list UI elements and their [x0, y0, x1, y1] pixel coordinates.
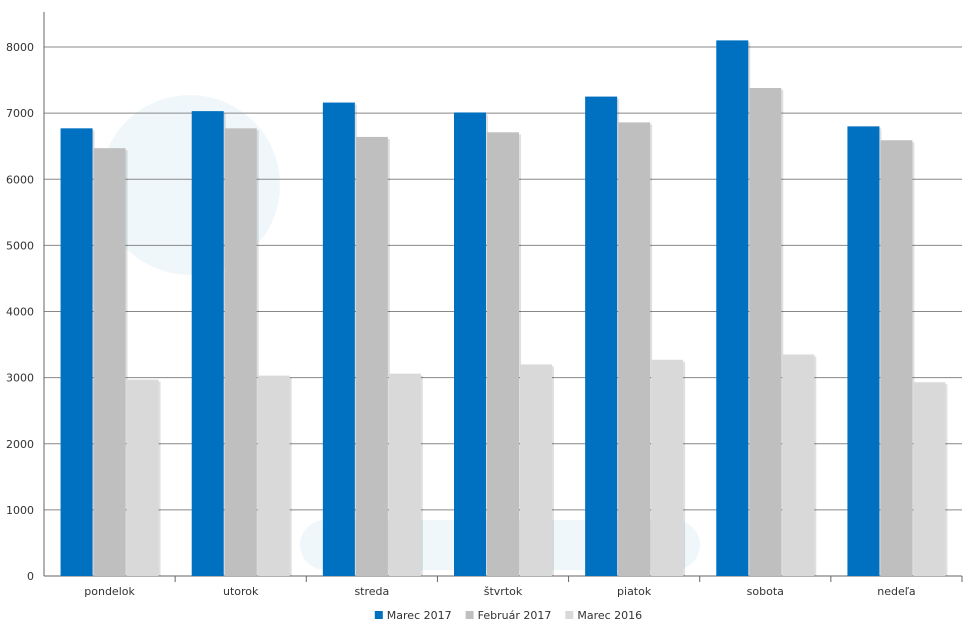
bar — [388, 373, 421, 576]
bar — [847, 126, 880, 576]
bar — [585, 96, 618, 576]
bar — [257, 375, 290, 576]
x-tick-label: sobota — [747, 585, 784, 598]
legend-item[interactable]: Marec 2016 — [565, 609, 642, 622]
bar — [126, 379, 159, 576]
legend-label: Február 2017 — [478, 609, 552, 622]
y-tick-label: 5000 — [6, 239, 34, 252]
bar — [716, 40, 749, 576]
legend: Marec 2017 Február 2017 Marec 2016 — [374, 609, 642, 622]
bar — [93, 148, 126, 576]
bar — [618, 122, 651, 576]
y-tick-label: 1000 — [6, 504, 34, 517]
legend-item[interactable]: Február 2017 — [465, 609, 552, 622]
bar — [355, 136, 388, 576]
bar — [487, 132, 519, 576]
legend-item[interactable]: Marec 2017 — [374, 609, 452, 622]
bar — [60, 128, 93, 577]
legend-swatch — [465, 611, 474, 619]
x-axis: pondelok utorok streda štvrtok piatok sobota n… — [84, 576, 963, 598]
legend-label: Marec 2017 — [387, 609, 452, 622]
legend-swatch — [374, 611, 383, 619]
bar — [749, 87, 782, 576]
x-tick-label: piatok — [617, 585, 652, 598]
y-tick-label: 6000 — [6, 173, 34, 186]
y-tick-label: 7000 — [6, 107, 34, 120]
bar — [651, 359, 684, 576]
y-tick-label: 8000 — [6, 41, 34, 54]
bar — [224, 128, 257, 577]
bar — [322, 102, 355, 577]
bar — [454, 112, 486, 577]
legend-label: Marec 2016 — [577, 609, 642, 622]
bar — [520, 364, 552, 576]
x-tick-label: streda — [354, 585, 389, 598]
bars — [60, 40, 948, 577]
bar — [880, 140, 913, 576]
y-tick-label: 4000 — [6, 306, 34, 319]
y-tick-label: 0 — [27, 570, 34, 583]
y-tick-label: 3000 — [6, 372, 34, 385]
y-tick-label: 2000 — [6, 438, 34, 451]
legend-swatch — [565, 611, 574, 619]
bar — [782, 354, 815, 576]
bar — [191, 111, 224, 577]
x-tick-label: pondelok — [84, 585, 135, 598]
bar — [913, 382, 946, 576]
x-tick-label: nedeľa — [877, 585, 915, 598]
x-tick-label: utorok — [223, 585, 259, 598]
y-axis: 0 1000 2000 3000 4000 5000 6000 7000 8000 — [6, 12, 45, 583]
x-tick-label: štvrtok — [484, 585, 523, 598]
